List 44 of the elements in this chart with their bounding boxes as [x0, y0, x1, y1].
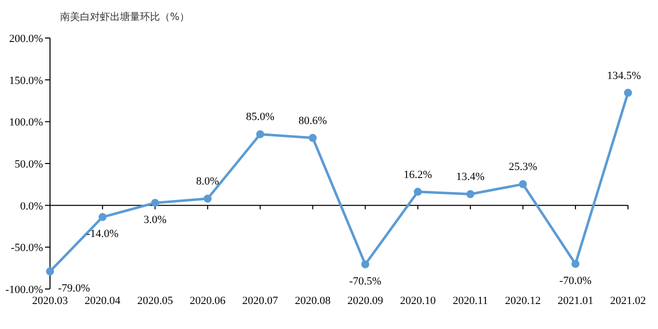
x-tick-label: 2020.03 [32, 295, 68, 307]
x-tick-label: 2021.01 [558, 295, 594, 307]
x-tick-label: 2020.05 [137, 295, 174, 307]
data-label: -79.0% [58, 282, 90, 294]
point [624, 88, 632, 97]
x-tick-label: 2020.12 [505, 295, 541, 307]
x-tick-label: 2020.10 [400, 295, 436, 307]
data-label: 3.0% [144, 214, 167, 226]
point [46, 267, 54, 276]
y-tick-label: 50.0% [14, 158, 43, 170]
x-tick-label: 2021.02 [610, 295, 646, 307]
data-label: 134.5% [607, 70, 641, 82]
point [151, 198, 160, 207]
point [98, 213, 107, 222]
data-label: 25.3% [508, 161, 538, 174]
y-tick-label: 0.0% [20, 200, 43, 212]
chart-title: 南美白对虾出塘量环比（%） [60, 11, 190, 23]
point [361, 260, 370, 268]
point [204, 194, 212, 203]
point [414, 188, 422, 196]
point [256, 130, 264, 138]
point [571, 260, 580, 268]
data-label: 16.2% [404, 168, 432, 181]
x-tick-label: 2020.08 [294, 295, 332, 307]
data-label: 80.6% [298, 114, 327, 127]
data-label: 13.4% [456, 171, 485, 184]
point [466, 190, 474, 198]
y-tick-label: -50.0% [10, 242, 43, 254]
y-tick-label: -100.0% [5, 284, 43, 296]
x-tick-label: 2020.06 [190, 295, 226, 307]
data-label: 85.0% [246, 111, 274, 124]
x-tick-label: 2020.09 [347, 295, 384, 307]
x-tick-label: 2020.11 [452, 295, 488, 307]
data-label: 8.0% [196, 176, 220, 188]
x-tick-label: 2020.04 [84, 295, 121, 307]
point [518, 180, 527, 188]
y-tick-label: 200.0% [9, 33, 43, 45]
y-tick-label: 100.0% [9, 116, 43, 129]
point [308, 134, 317, 142]
data-label: -14.0% [86, 228, 119, 240]
data-label: -70.5% [349, 275, 382, 288]
y-tick-label: 150.0% [9, 74, 43, 87]
x-tick-label: 2020.07 [242, 295, 279, 307]
data-label: -70.0% [559, 274, 592, 287]
